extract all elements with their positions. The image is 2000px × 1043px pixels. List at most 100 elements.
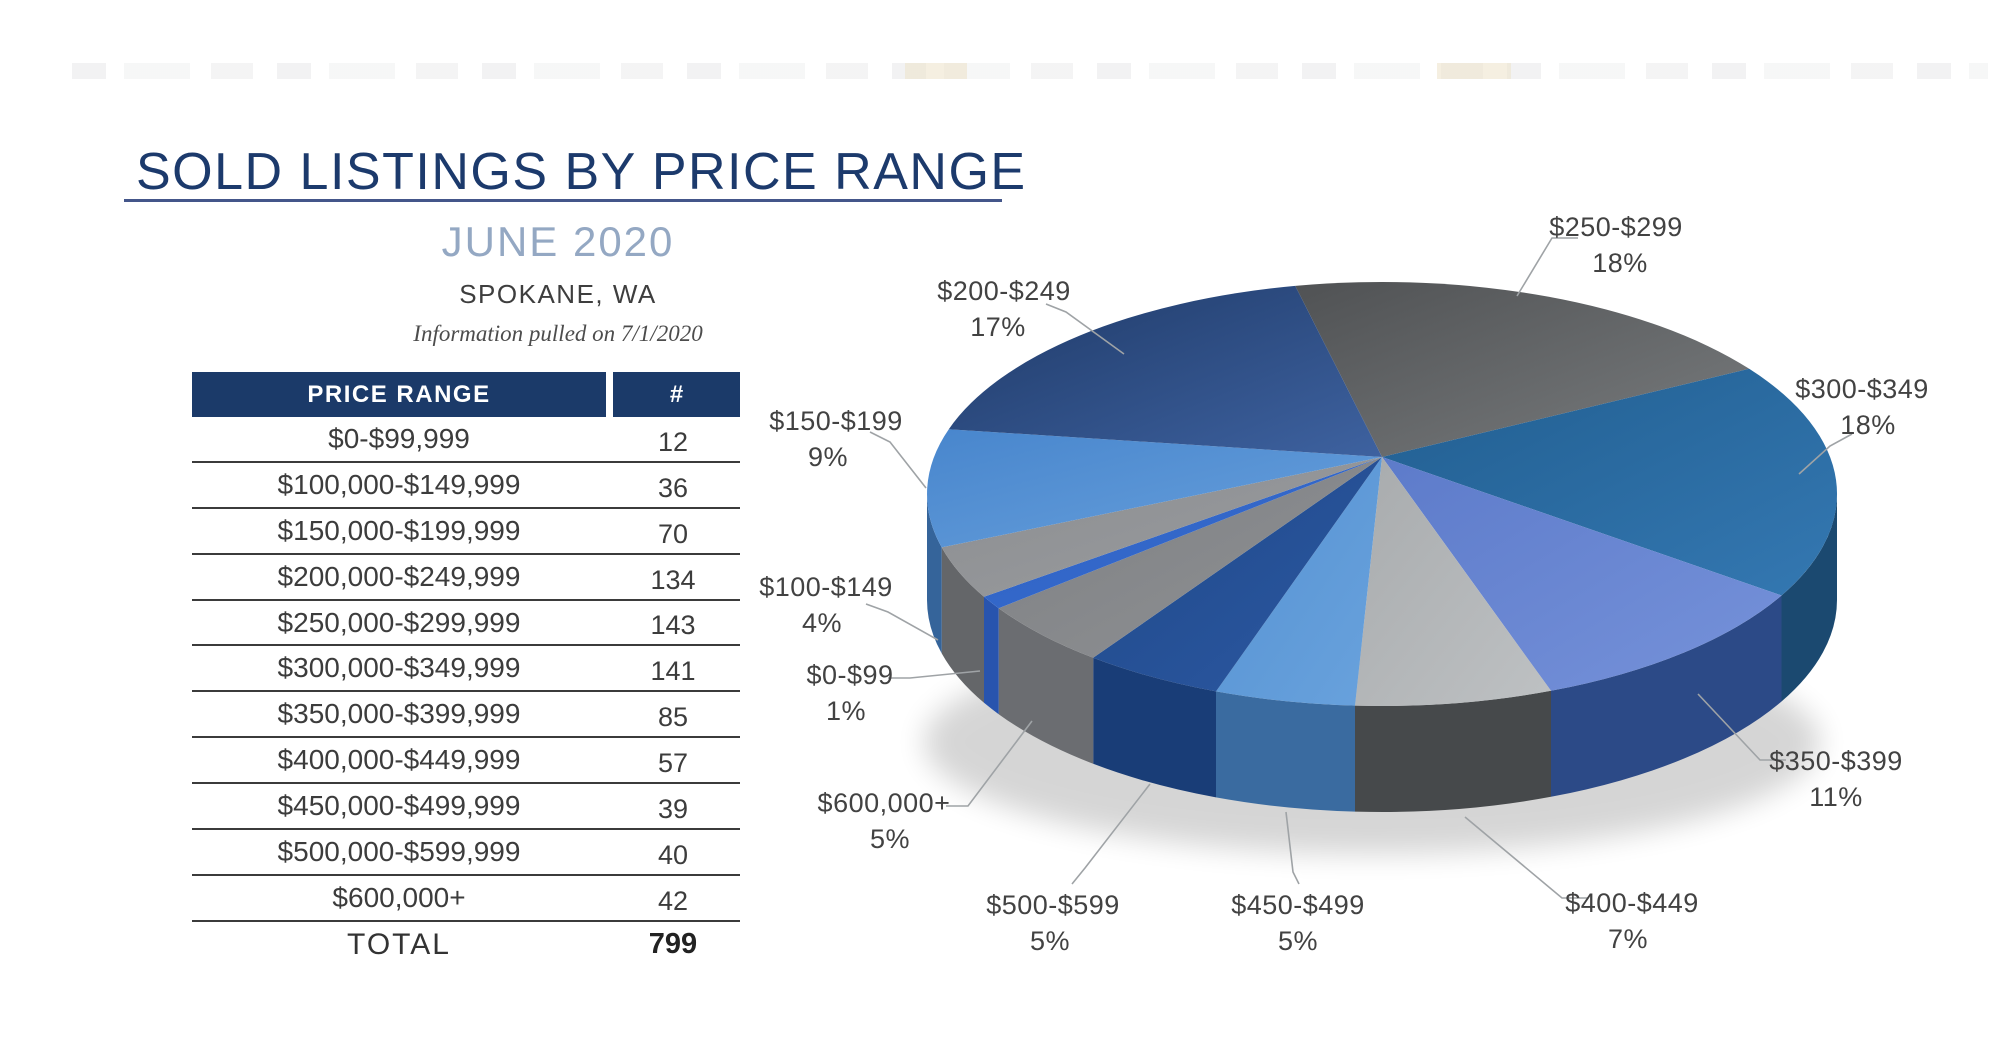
table-row: $100,000-$149,999 36 xyxy=(192,463,740,509)
pie-slice-side-$400-$449 xyxy=(1355,690,1551,812)
pie-label-leader xyxy=(1285,811,1300,885)
title-underline xyxy=(124,199,1002,202)
count-cell: 57 xyxy=(657,748,689,779)
pie-label-leader xyxy=(1071,783,1151,885)
count-cell: 40 xyxy=(657,839,689,870)
pie-label-leader xyxy=(1045,303,1125,355)
table-row: $500,000-$599,999 40 xyxy=(192,830,740,876)
pie-slice-$350-$399 xyxy=(1382,457,1782,691)
count-cell: 85 xyxy=(657,702,689,733)
pie-slice-side-$0-$99 xyxy=(984,596,999,715)
pie-label-leader xyxy=(1798,433,1853,475)
pie-label-leader xyxy=(1516,237,1578,297)
count-cell: 39 xyxy=(657,794,689,825)
table-row: $250,000-$299,999 143 xyxy=(192,601,740,647)
pie-slice-side-$350-$399 xyxy=(1551,595,1782,797)
pie-slice-side-$100-$149 xyxy=(941,547,984,703)
column-header-price-range: PRICE RANGE xyxy=(192,372,606,417)
price-range-cell: $350,000-$399,999 xyxy=(277,698,521,730)
pie-slice-$150-$199 xyxy=(927,429,1382,548)
count-cell: 143 xyxy=(650,610,696,641)
pie-label-range: $0-$99 xyxy=(806,660,893,690)
pie-label-percent: 9% xyxy=(808,442,848,472)
price-table: PRICE RANGE # $0-$99,999 12 $100,000-$149,… xyxy=(192,372,740,968)
table-row: $600,000+ 42 xyxy=(192,876,740,922)
pie-slice-side-$500-$599 xyxy=(1093,657,1216,798)
data-pull-note: Information pulled on 7/1/2020 xyxy=(413,321,703,346)
count-cell: 42 xyxy=(657,885,689,916)
pie-slice-side-$450-$499 xyxy=(1216,691,1355,812)
pie-slice-$450-$499 xyxy=(1216,457,1382,706)
pie-slice-side-$600,000+ xyxy=(998,608,1094,764)
table-row: $350,000-$399,999 85 xyxy=(192,692,740,739)
pie-label-range: $100-$149 xyxy=(759,572,893,602)
pie-slice-$400-$449 xyxy=(1355,457,1551,706)
pie-label-range: $250-$299 xyxy=(1549,212,1683,242)
pie-label-percent: 5% xyxy=(1030,926,1070,956)
table-row: $400,000-$449,999 57 xyxy=(192,738,740,785)
report-location: SPOKANE, WA xyxy=(459,279,657,309)
price-range-cell: $600,000+ xyxy=(332,881,466,913)
pie-label-leader xyxy=(1697,693,1786,761)
pie-label-range: $600,000+ xyxy=(818,788,951,818)
pie-slice-side-$150-$199 xyxy=(927,494,942,654)
column-gap xyxy=(606,372,613,417)
table-total-row: TOTAL 799 xyxy=(192,922,740,968)
price-range-cell: $150,000-$199,999 xyxy=(277,514,521,546)
report-month: JUNE 2020 xyxy=(441,218,675,265)
table-row: $450,000-$499,999 39 xyxy=(192,784,740,831)
pie-label-percent: 11% xyxy=(1809,782,1863,812)
pie-label-range: $300-$349 xyxy=(1795,374,1929,404)
pie-label-range: $500-$599 xyxy=(986,890,1120,920)
table-body: $0-$99,999 12 $100,000-$149,999 36 $150,000-… xyxy=(192,417,740,922)
subheader: JUNE 2020 SPOKANE, WA Information pulled… xyxy=(308,218,808,347)
pie-label-percent: 5% xyxy=(870,824,910,854)
pie-label-percent: 7% xyxy=(1608,924,1648,954)
pie-label-percent: 4% xyxy=(802,608,842,638)
pie-label-range: $200-$249 xyxy=(937,276,1071,306)
pie-slice-$300-$349 xyxy=(1382,368,1838,596)
table-row: $0-$99,999 12 xyxy=(192,417,740,463)
pie-slice-$500-$599 xyxy=(1093,457,1382,692)
pie-label-range: $350-$399 xyxy=(1769,746,1903,776)
faded-header-artifact-warm xyxy=(905,63,967,79)
pie-label-leader xyxy=(946,720,1033,807)
pie-slice-$0-$99 xyxy=(984,457,1382,609)
total-label: TOTAL xyxy=(347,927,451,961)
table-row: $300,000-$349,999 141 xyxy=(192,646,740,693)
pie-slice-$200-$249 xyxy=(948,285,1382,457)
pie-label-leader xyxy=(869,431,927,489)
price-range-cell: $500,000-$599,999 xyxy=(277,835,521,867)
pie-slice-$250-$299 xyxy=(1295,282,1750,457)
faded-header-artifact-warm xyxy=(1437,63,1511,79)
table-header-row: PRICE RANGE # xyxy=(192,372,740,417)
count-cell: 70 xyxy=(657,518,689,549)
pie-slice-$100-$149 xyxy=(941,457,1382,597)
price-range-cell: $400,000-$449,999 xyxy=(277,744,521,776)
pie-label-leader xyxy=(888,670,981,679)
table-row: $200,000-$249,999 134 xyxy=(192,555,740,601)
price-range-cell: $450,000-$499,999 xyxy=(277,790,521,822)
count-cell: 12 xyxy=(657,426,689,457)
pie-label-range: $450-$499 xyxy=(1231,890,1365,920)
pie-label-percent: 17% xyxy=(970,312,1026,342)
count-cell: 36 xyxy=(657,472,689,503)
total-value: 799 xyxy=(648,928,698,961)
page-title: SOLD LISTINGS BY PRICE RANGE xyxy=(136,143,1027,201)
table-row: $150,000-$199,999 70 xyxy=(192,509,740,555)
pie-label-leader xyxy=(865,603,939,641)
pie-label-percent: 5% xyxy=(1278,926,1318,956)
price-range-cell: $0-$99,999 xyxy=(328,422,470,454)
price-range-cell: $250,000-$299,999 xyxy=(277,606,521,638)
pie-slice-side-$300-$349 xyxy=(1781,494,1837,702)
pie-label-percent: 1% xyxy=(826,696,866,726)
pie-label-range: $400-$449 xyxy=(1565,888,1699,918)
count-cell: 134 xyxy=(650,564,696,595)
count-cell: 141 xyxy=(650,656,696,687)
pie-label-percent: 18% xyxy=(1840,410,1896,440)
price-range-cell: $300,000-$349,999 xyxy=(277,652,521,684)
pie-label-leader xyxy=(1464,816,1588,899)
pie-slice-$600,000+ xyxy=(998,457,1382,658)
